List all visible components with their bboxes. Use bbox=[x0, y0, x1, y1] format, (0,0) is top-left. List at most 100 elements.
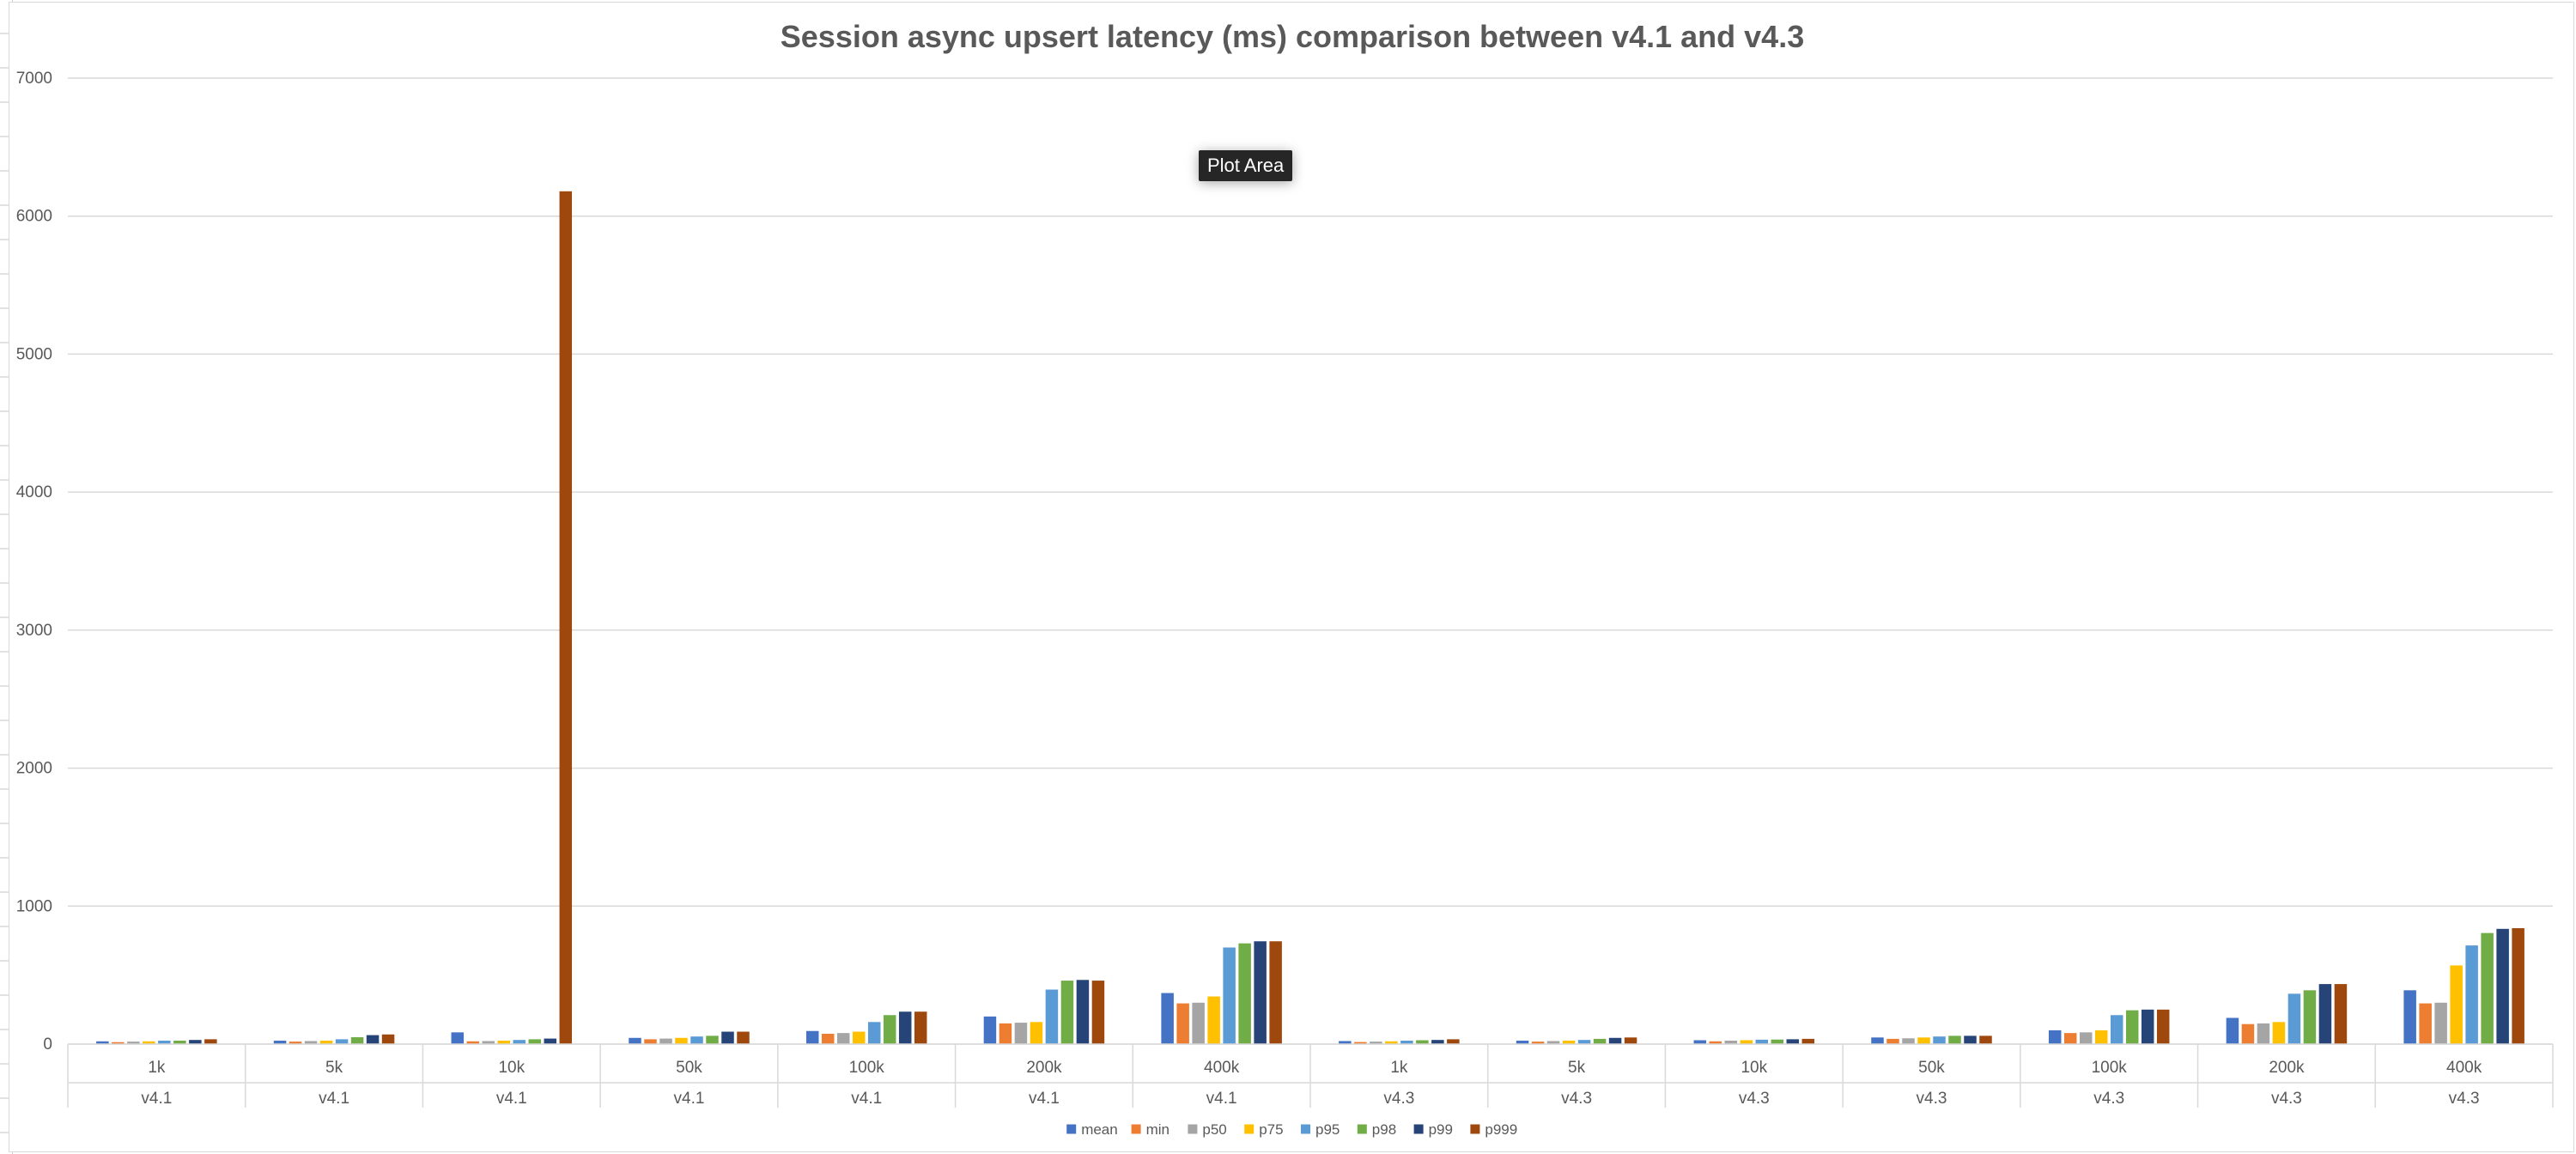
bar-p95-400k-v4.1[interactable] bbox=[1223, 947, 1236, 1045]
bar-p98-400k-v4.3[interactable] bbox=[2481, 932, 2494, 1044]
bar-p50-50k-v4.3[interactable] bbox=[1902, 1038, 1915, 1044]
bar-p999-1k-v4.1[interactable] bbox=[204, 1039, 217, 1044]
bar-mean-400k-v4.3[interactable] bbox=[2403, 990, 2416, 1044]
bar-p99-100k-v4.1[interactable] bbox=[898, 1011, 912, 1044]
bar-min-1k-v4.1[interactable] bbox=[112, 1042, 125, 1044]
bar-mean-5k-v4.1[interactable] bbox=[273, 1040, 287, 1044]
bar-p999-5k-v4.3[interactable] bbox=[1624, 1037, 1637, 1044]
bar-min-200k-v4.1[interactable] bbox=[999, 1023, 1012, 1044]
legend-label-p999[interactable]: p999 bbox=[1485, 1121, 1517, 1138]
bar-min-5k-v4.1[interactable] bbox=[289, 1042, 302, 1044]
bar-min-50k-v4.3[interactable] bbox=[1886, 1038, 1899, 1044]
bar-p50-5k-v4.3[interactable] bbox=[1546, 1041, 1560, 1044]
bar-p99-5k-v4.3[interactable] bbox=[1608, 1037, 1622, 1044]
bar-p75-10k-v4.3[interactable] bbox=[1740, 1040, 1753, 1045]
bar-p95-400k-v4.3[interactable] bbox=[2465, 945, 2478, 1044]
bar-p999-100k-v4.3[interactable] bbox=[2156, 1009, 2170, 1044]
bar-p95-5k-v4.3[interactable] bbox=[1577, 1040, 1591, 1044]
bar-p75-400k-v4.1[interactable] bbox=[1207, 996, 1220, 1044]
bar-p95-200k-v4.3[interactable] bbox=[2287, 993, 2301, 1044]
bar-p98-50k-v4.3[interactable] bbox=[1948, 1036, 1961, 1044]
bar-p98-100k-v4.1[interactable] bbox=[883, 1015, 896, 1044]
bar-p999-10k-v4.3[interactable] bbox=[1801, 1038, 1815, 1044]
bar-p999-5k-v4.1[interactable] bbox=[381, 1034, 395, 1044]
bar-mean-100k-v4.1[interactable] bbox=[805, 1030, 819, 1044]
bar-p999-50k-v4.1[interactable] bbox=[737, 1031, 750, 1044]
legend[interactable]: mean min p50 p75 p95 p98 p99 p999 bbox=[1066, 1121, 1517, 1138]
bar-p999-100k-v4.1[interactable] bbox=[914, 1011, 927, 1044]
bar-mean-10k-v4.3[interactable] bbox=[1693, 1040, 1707, 1045]
plot-area[interactable] bbox=[96, 191, 2524, 1045]
bar-min-10k-v4.3[interactable] bbox=[1709, 1041, 1722, 1044]
bar-p75-200k-v4.1[interactable] bbox=[1030, 1022, 1043, 1044]
bar-p99-400k-v4.1[interactable] bbox=[1254, 941, 1267, 1044]
bar-p50-400k-v4.1[interactable] bbox=[1192, 1002, 1205, 1044]
chart-area[interactable]: Session async upsert latency (ms) compar… bbox=[9, 2, 2574, 1152]
bar-mean-100k-v4.3[interactable] bbox=[2048, 1029, 2062, 1044]
bar-p999-400k-v4.1[interactable] bbox=[1269, 941, 1282, 1044]
legend-label-mean[interactable]: mean bbox=[1081, 1121, 1118, 1138]
bar-p95-50k-v4.3[interactable] bbox=[1933, 1036, 1946, 1044]
bar-min-50k-v4.1[interactable] bbox=[644, 1039, 657, 1044]
bar-mean-10k-v4.1[interactable] bbox=[451, 1032, 465, 1044]
bar-p999-50k-v4.3[interactable] bbox=[1979, 1036, 1992, 1044]
bar-p50-50k-v4.1[interactable] bbox=[659, 1038, 672, 1044]
bar-p75-10k-v4.1[interactable] bbox=[497, 1040, 511, 1044]
bar-p98-1k-v4.3[interactable] bbox=[1416, 1040, 1429, 1045]
bar-p98-10k-v4.1[interactable] bbox=[528, 1039, 542, 1044]
bar-p95-50k-v4.1[interactable] bbox=[690, 1036, 703, 1044]
bar-p50-1k-v4.1[interactable] bbox=[127, 1042, 140, 1044]
legend-swatch-min[interactable] bbox=[1131, 1124, 1141, 1134]
bar-min-100k-v4.3[interactable] bbox=[2063, 1033, 2077, 1044]
bar-p75-50k-v4.3[interactable] bbox=[1917, 1037, 1930, 1044]
bar-p999-400k-v4.3[interactable] bbox=[2512, 928, 2524, 1044]
bar-p75-200k-v4.3[interactable] bbox=[2272, 1022, 2286, 1044]
bar-p95-1k-v4.1[interactable] bbox=[158, 1040, 171, 1044]
bar-p50-1k-v4.3[interactable] bbox=[1370, 1042, 1382, 1044]
bar-p50-5k-v4.1[interactable] bbox=[304, 1041, 318, 1044]
bar-mean-5k-v4.3[interactable] bbox=[1516, 1040, 1529, 1044]
legend-label-p50[interactable]: p50 bbox=[1202, 1121, 1226, 1138]
legend-label-min[interactable]: min bbox=[1146, 1121, 1170, 1138]
bar-p95-10k-v4.3[interactable] bbox=[1755, 1039, 1769, 1044]
legend-swatch-mean[interactable] bbox=[1066, 1124, 1077, 1134]
bar-p999-200k-v4.1[interactable] bbox=[1091, 981, 1105, 1044]
bar-p99-200k-v4.3[interactable] bbox=[2318, 984, 2332, 1044]
bar-p98-200k-v4.3[interactable] bbox=[2303, 990, 2317, 1044]
bar-p98-50k-v4.1[interactable] bbox=[706, 1036, 719, 1044]
bar-p95-100k-v4.1[interactable] bbox=[867, 1022, 881, 1044]
bar-p98-1k-v4.1[interactable] bbox=[173, 1040, 186, 1044]
bar-p999-1k-v4.3[interactable] bbox=[1447, 1039, 1460, 1044]
bar-mean-200k-v4.1[interactable] bbox=[983, 1016, 997, 1044]
bar-p99-10k-v4.3[interactable] bbox=[1786, 1039, 1800, 1044]
legend-label-p99[interactable]: p99 bbox=[1429, 1121, 1453, 1138]
legend-swatch-p99[interactable] bbox=[1413, 1124, 1424, 1134]
bar-min-1k-v4.3[interactable] bbox=[1354, 1042, 1367, 1044]
bar-p98-10k-v4.3[interactable] bbox=[1771, 1039, 1784, 1044]
bar-mean-1k-v4.1[interactable] bbox=[96, 1041, 109, 1044]
legend-swatch-p50[interactable] bbox=[1188, 1124, 1198, 1134]
bar-p75-100k-v4.1[interactable] bbox=[852, 1031, 866, 1044]
bar-p95-10k-v4.1[interactable] bbox=[513, 1040, 526, 1044]
bar-p50-10k-v4.1[interactable] bbox=[482, 1041, 495, 1044]
legend-label-p98[interactable]: p98 bbox=[1372, 1121, 1396, 1138]
bar-p75-5k-v4.1[interactable] bbox=[319, 1040, 333, 1044]
bar-p50-100k-v4.1[interactable] bbox=[836, 1033, 850, 1044]
bar-mean-50k-v4.1[interactable] bbox=[629, 1037, 641, 1044]
bar-p50-10k-v4.3[interactable] bbox=[1724, 1040, 1738, 1044]
bar-p99-10k-v4.1[interactable] bbox=[544, 1038, 557, 1044]
bar-p98-200k-v4.1[interactable] bbox=[1060, 981, 1074, 1044]
legend-swatch-p98[interactable] bbox=[1357, 1124, 1367, 1134]
bar-min-5k-v4.3[interactable] bbox=[1531, 1042, 1545, 1044]
legend-swatch-p999[interactable] bbox=[1470, 1124, 1480, 1134]
bar-p98-100k-v4.3[interactable] bbox=[2125, 1010, 2139, 1044]
bar-p99-50k-v4.3[interactable] bbox=[1964, 1036, 1977, 1044]
legend-label-p95[interactable]: p95 bbox=[1315, 1121, 1340, 1138]
bar-p50-200k-v4.1[interactable] bbox=[1014, 1023, 1028, 1044]
bar-p99-400k-v4.3[interactable] bbox=[2496, 928, 2509, 1044]
bar-mean-200k-v4.3[interactable] bbox=[2226, 1017, 2239, 1044]
bar-p50-400k-v4.3[interactable] bbox=[2434, 1002, 2447, 1044]
bar-p98-5k-v4.1[interactable] bbox=[350, 1036, 364, 1044]
bar-p50-200k-v4.3[interactable] bbox=[2257, 1023, 2270, 1044]
legend-swatch-p95[interactable] bbox=[1301, 1124, 1310, 1134]
